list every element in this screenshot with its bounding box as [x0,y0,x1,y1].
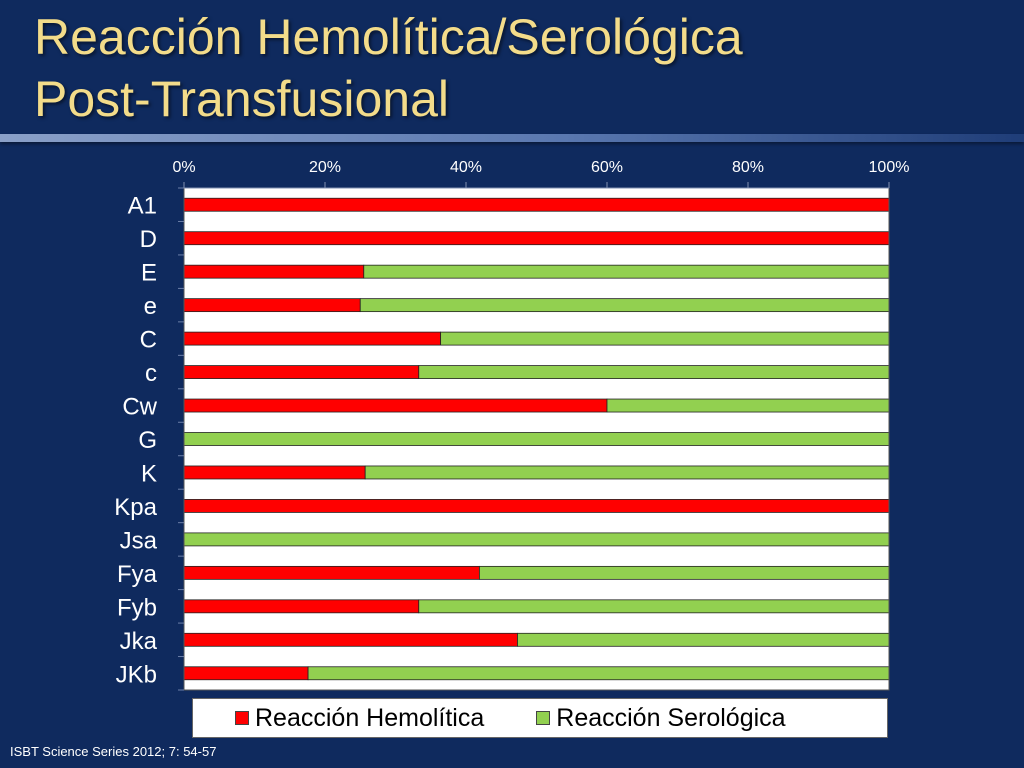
bar-hemolitica-Cw [183,398,608,413]
bar-serologica-G [183,432,890,446]
x-tick-label-0: 0% [172,159,195,176]
y-tick-label-C: C [140,327,157,354]
bar-serologica-Fyb [418,599,890,614]
legend-label-serologica: Reacción Serológica [556,703,786,732]
legend-swatch-hemolitica [235,711,249,725]
bar-serologica-Fya [478,565,890,580]
bar-serologica-e [359,298,890,313]
bar-hemolitica-Kpa [183,499,890,513]
y-tick-label-D: D [140,226,157,253]
y-tick-label-Fyb: Fyb [117,594,157,621]
bar-serologica-Jka [517,632,890,647]
bar-hemolitica-e [183,298,361,313]
y-tick-label-Cw: Cw [122,394,157,421]
y-tick-label-K: K [141,460,157,487]
chart-legend: Reacción Hemolítica Reacción Serológica [192,698,888,738]
bar-serologica-C [440,331,890,346]
bar-hemolitica-c [183,365,420,379]
bar-serologica-Jsa [183,532,890,547]
source-citation: ISBT Science Series 2012; 7: 54-57 [10,744,217,759]
bar-serologica-c [418,365,890,379]
y-tick-label-Jka: Jka [120,628,158,655]
bar-hemolitica-Fyb [183,599,420,614]
bar-hemolitica-Jka [183,632,518,647]
x-tick-label-4: 80% [732,159,764,176]
y-tick-label-G: G [138,427,157,454]
bar-serologica-JKb [307,666,890,681]
bar-hemolitica-Fya [183,565,480,580]
legend-label-hemolitica: Reacción Hemolítica [255,703,485,732]
y-tick-label-c: c [145,360,157,387]
legend-item-hemolitica: Reacción Hemolítica [235,704,484,733]
slide-title-line-1: Reacción Hemolítica/Serológica [34,9,743,65]
y-tick-label-Kpa: Kpa [114,494,157,521]
legend-item-serologica: Reacción Serológica [536,703,786,733]
y-tick-label-A1: A1 [128,193,157,220]
bar-serologica-E [363,264,890,279]
bar-hemolitica-JKb [183,666,309,681]
y-tick-label-JKb: JKb [116,661,157,688]
y-tick-label-e: e [144,293,157,320]
x-tick-label-2: 40% [450,159,482,176]
bar-hemolitica-K [183,465,366,480]
slide-title: Reacción Hemolítica/Serológica Post-Tran… [34,6,743,130]
y-tick-label-E: E [141,260,157,287]
y-tick-label-Fya: Fya [117,561,158,588]
legend-swatch-serologica [536,711,551,725]
slide-title-line-2: Post-Transfusional [34,71,449,127]
x-tick-label-5: 100% [869,159,910,176]
bar-serologica-K [364,465,890,480]
bar-hemolitica-D [183,231,890,246]
bar-hemolitica-C [183,331,442,346]
bar-hemolitica-A1 [183,197,890,212]
x-tick-label-3: 60% [591,159,623,176]
x-tick-label-1: 20% [309,159,341,176]
y-tick-label-Jsa: Jsa [120,527,158,554]
bar-serologica-Cw [606,398,890,413]
bar-hemolitica-E [183,264,365,279]
title-divider [0,134,1024,142]
